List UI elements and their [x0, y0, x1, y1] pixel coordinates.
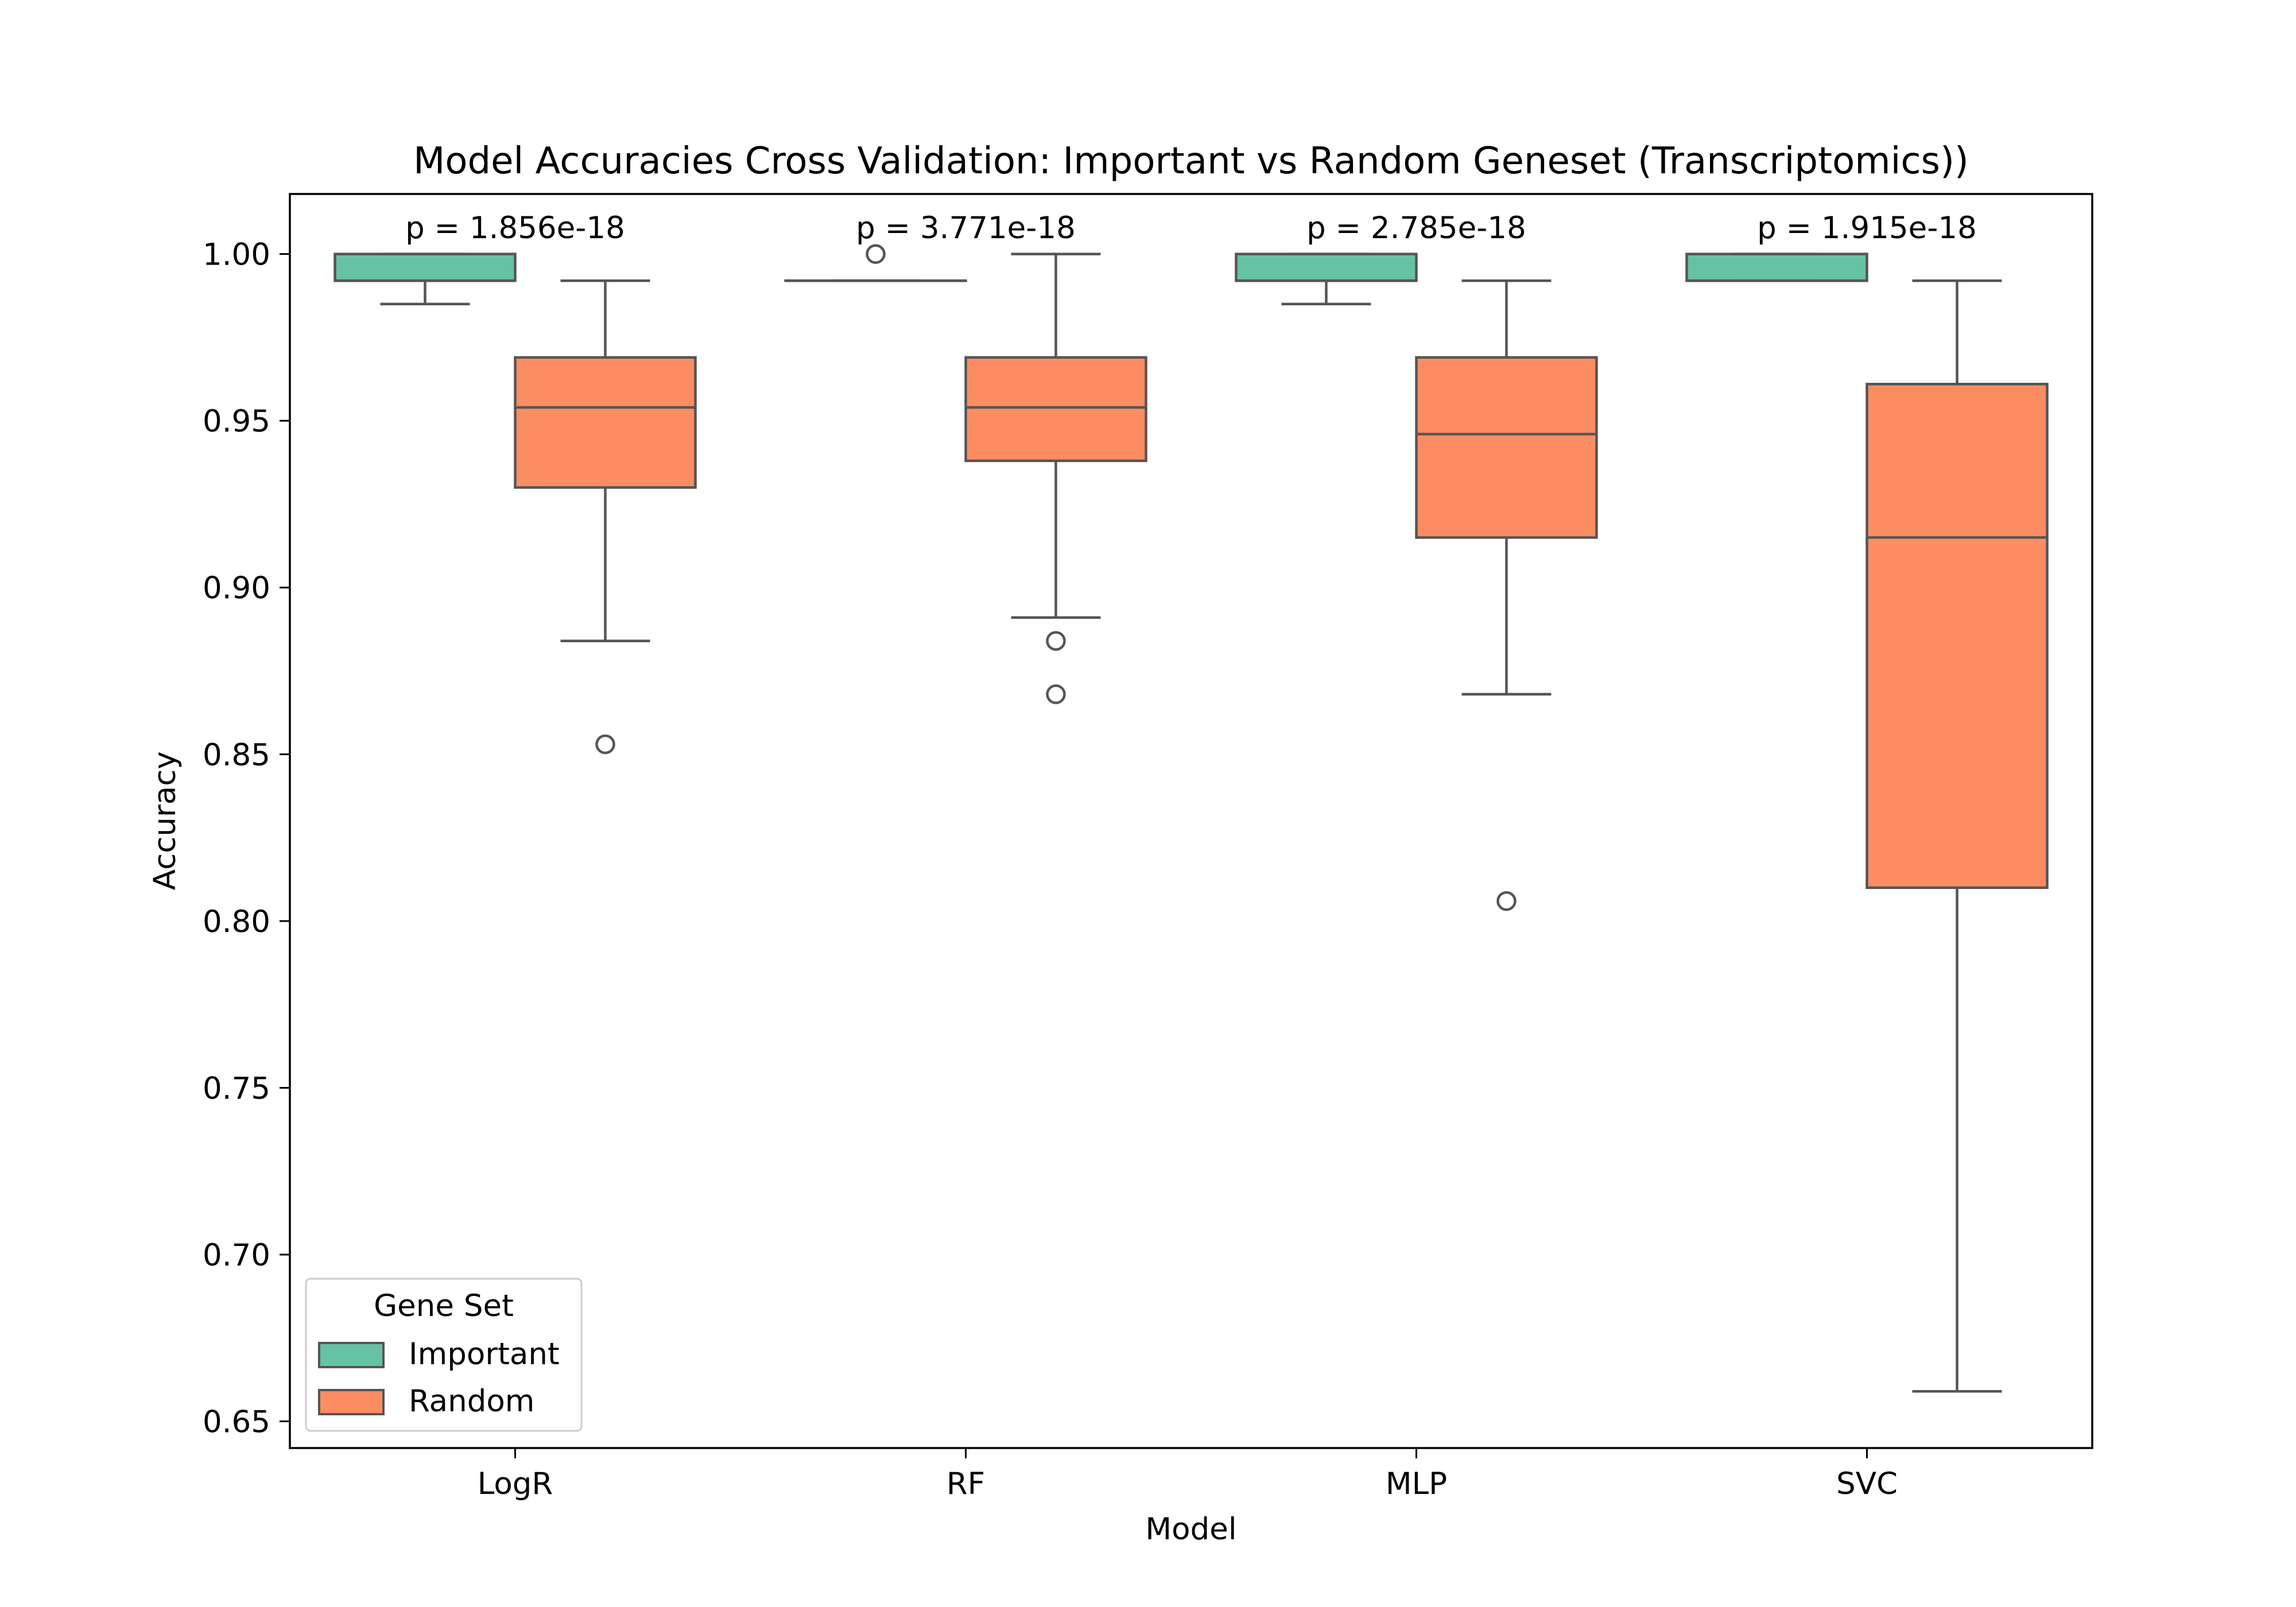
- iqr-box: [333, 253, 517, 282]
- box-random-svc: [1865, 279, 2049, 1393]
- p-value-label: p = 2.785e-18: [1306, 211, 1526, 246]
- legend-swatch-random: [318, 1389, 385, 1415]
- x-tick-label: RF: [947, 1466, 985, 1501]
- plot-area: [333, 244, 2049, 1393]
- box-important-logr: [333, 253, 517, 306]
- plot-frame: [289, 193, 2093, 1449]
- outlier-point: [1046, 631, 1066, 651]
- x-tick-label: SVC: [1836, 1466, 1898, 1501]
- x-tick-label: LogR: [478, 1466, 553, 1501]
- outlier-point: [866, 244, 886, 264]
- p-value-label: p = 3.771e-18: [856, 211, 1076, 246]
- legend: Gene Set Important Random: [305, 1278, 583, 1432]
- iqr-box: [1415, 356, 1598, 539]
- y-axis: 0.65 0.70 0.75 0.80 0.85 0.90 0.95 1.00: [203, 238, 290, 1440]
- p-value-label: p = 1.915e-18: [1757, 211, 1977, 246]
- p-value-label: p = 1.856e-18: [405, 211, 625, 246]
- x-tick-label: MLP: [1386, 1466, 1447, 1501]
- iqr-box: [964, 356, 1147, 463]
- y-axis-label: Accuracy: [148, 751, 183, 890]
- p-value-annotations: p = 1.856e-18 p = 3.771e-18 p = 2.785e-18 p…: [405, 211, 1977, 246]
- y-tick-label: 0.65: [203, 1405, 270, 1440]
- y-tick-label: 0.80: [203, 905, 270, 940]
- box-important-svc: [1685, 253, 1868, 282]
- outlier-point: [1046, 684, 1066, 704]
- x-axis: LogR RF MLP SVC: [478, 1448, 1898, 1501]
- y-tick-label: 0.85: [203, 737, 270, 773]
- box-important-mlp: [1235, 253, 1418, 306]
- iqr-box: [1865, 382, 2049, 889]
- legend-label-important: Important: [409, 1337, 560, 1372]
- y-tick-label: 0.95: [203, 404, 270, 439]
- chart-title: Model Accuracies Cross Validation: Impor…: [413, 140, 1969, 183]
- legend-swatch-important: [318, 1342, 385, 1368]
- y-tick-label: 1.00: [203, 238, 270, 273]
- iqr-box: [514, 356, 697, 489]
- outlier-point: [595, 734, 615, 755]
- legend-title: Gene Set: [374, 1288, 514, 1323]
- outlier-point: [1496, 891, 1517, 911]
- box-random-rf: [964, 253, 1147, 704]
- legend-label-random: Random: [409, 1384, 534, 1419]
- y-tick-label: 0.90: [203, 571, 270, 606]
- iqr-box: [1685, 253, 1868, 282]
- box-random-mlp: [1415, 279, 1598, 911]
- x-axis-label: Model: [1145, 1512, 1236, 1547]
- y-tick-label: 0.70: [203, 1238, 270, 1273]
- box-random-logr: [514, 279, 697, 755]
- box-important-rf: [784, 244, 967, 282]
- y-tick-label: 0.75: [203, 1071, 270, 1106]
- iqr-box: [1235, 253, 1418, 282]
